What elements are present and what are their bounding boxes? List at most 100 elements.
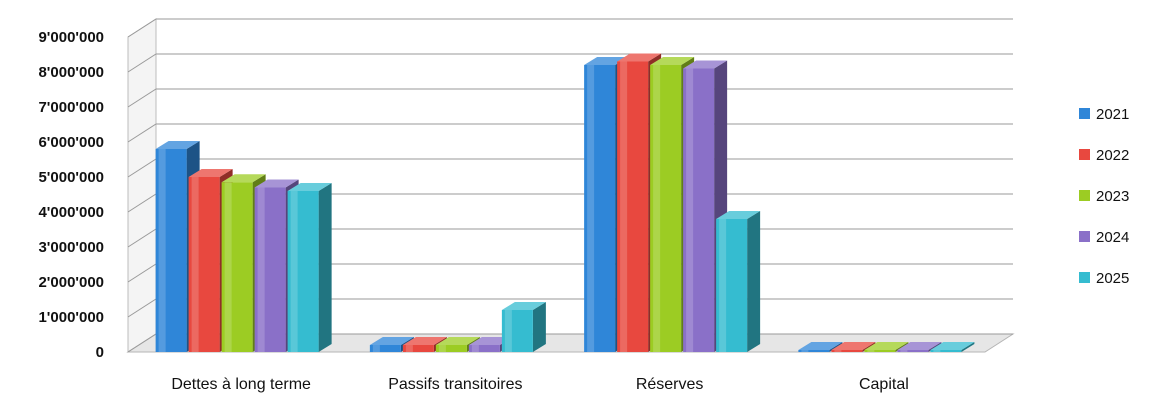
y-tick-label: 9'000'000 xyxy=(38,29,104,46)
bar-front xyxy=(468,345,500,352)
gridline xyxy=(127,53,1013,73)
bar-highlight xyxy=(504,310,512,352)
legend-swatch xyxy=(1079,190,1090,201)
bar xyxy=(930,342,975,352)
legend-label: 2023 xyxy=(1096,188,1129,205)
bar-side xyxy=(532,302,546,352)
gridline xyxy=(127,88,1013,108)
bar-front xyxy=(897,350,929,352)
bar-top xyxy=(897,342,942,350)
bar-front xyxy=(617,61,649,352)
bar-top xyxy=(221,174,266,183)
bar-top xyxy=(650,57,695,65)
legend-label: 2024 xyxy=(1096,229,1129,246)
bar-front xyxy=(287,191,319,352)
y-tick-label: 4'000'000 xyxy=(38,204,104,221)
bar-highlight xyxy=(801,350,809,352)
bar-side xyxy=(961,342,975,352)
bar-top xyxy=(287,183,332,191)
bar-front xyxy=(221,182,253,352)
x-category-label: Capital xyxy=(859,376,909,393)
bar-top xyxy=(188,169,233,177)
bar-highlight xyxy=(471,345,479,352)
bar xyxy=(287,183,332,352)
legend-swatch xyxy=(1079,272,1090,283)
y-tick-label: 3'000'000 xyxy=(38,239,104,256)
bar-highlight xyxy=(405,345,413,352)
bar xyxy=(716,211,761,352)
bar-highlight xyxy=(587,65,595,352)
gridline xyxy=(127,18,1013,38)
bar-front xyxy=(254,187,286,352)
bar-highlight xyxy=(900,350,908,352)
legend-label: 2021 xyxy=(1096,106,1129,123)
bar-side xyxy=(747,211,761,352)
legend-label: 2025 xyxy=(1096,270,1129,287)
bar-front xyxy=(402,345,434,352)
bar-highlight xyxy=(719,219,727,352)
bar-top xyxy=(254,179,299,188)
x-category-label: Passifs transitoires xyxy=(388,376,522,393)
bar-top xyxy=(155,141,200,149)
bar-highlight xyxy=(158,149,166,352)
bar-highlight xyxy=(438,345,446,352)
bar-top xyxy=(501,302,546,310)
bar-highlight xyxy=(686,68,694,352)
bar-front xyxy=(650,65,682,352)
bar-front xyxy=(584,65,616,352)
legend-item: 2022 xyxy=(1079,147,1129,164)
bar xyxy=(501,302,546,352)
y-axis-ticks: 0 1'000'000 2'000'000 3'000'000 4'000'000 5'0… xyxy=(38,29,104,361)
bar-top xyxy=(435,337,480,345)
bar-front xyxy=(798,350,830,352)
bar-front xyxy=(831,350,863,352)
bar-highlight xyxy=(290,191,298,352)
gridline xyxy=(127,123,1013,143)
bar-top xyxy=(402,337,447,345)
bar-highlight xyxy=(257,187,265,352)
bar-top xyxy=(369,337,414,345)
bar-highlight xyxy=(867,350,875,352)
bars xyxy=(155,53,975,352)
legend-item: 2025 xyxy=(1079,270,1129,287)
legend-item: 2023 xyxy=(1079,188,1129,205)
bar-front xyxy=(188,177,220,352)
legend-swatch xyxy=(1079,108,1090,119)
bar-highlight xyxy=(191,177,199,352)
bar-side xyxy=(318,183,332,352)
bar-highlight xyxy=(933,350,941,352)
legend-item: 2021 xyxy=(1079,106,1129,123)
legend-swatch xyxy=(1079,231,1090,242)
bar-top xyxy=(716,211,761,219)
y-tick-label: 6'000'000 xyxy=(38,134,104,151)
y-tick-label: 7'000'000 xyxy=(38,99,104,116)
x-category-label: Réserves xyxy=(636,376,704,393)
bar-highlight xyxy=(372,345,380,352)
bar-highlight xyxy=(224,182,232,352)
bar-front xyxy=(930,350,962,352)
bar-top xyxy=(798,342,843,350)
bar-top xyxy=(864,342,909,350)
bar-front xyxy=(369,345,401,352)
y-tick-label: 8'000'000 xyxy=(38,64,104,81)
y-tick-label: 2'000'000 xyxy=(38,274,104,291)
bar-highlight xyxy=(834,350,842,352)
bar-front xyxy=(683,68,715,352)
x-category-label: Dettes à long terme xyxy=(171,376,311,393)
bar xyxy=(864,342,909,352)
y-tick-label: 0 xyxy=(96,344,104,361)
bar-highlight xyxy=(620,61,628,352)
x-axis-categories: Dettes à long terme Passifs transitoires R… xyxy=(171,376,908,393)
legend-label: 2022 xyxy=(1096,147,1129,164)
bar-top xyxy=(683,60,728,69)
legend: 2021 2022 2023 2024 2025 xyxy=(1079,106,1129,287)
bar-top xyxy=(617,53,662,62)
bar xyxy=(831,342,876,352)
legend-item: 2024 xyxy=(1079,229,1129,246)
bar-front xyxy=(435,345,467,352)
legend-swatch xyxy=(1079,149,1090,160)
bar-front xyxy=(716,219,748,352)
bar-top xyxy=(831,342,876,350)
y-tick-label: 5'000'000 xyxy=(38,169,104,186)
